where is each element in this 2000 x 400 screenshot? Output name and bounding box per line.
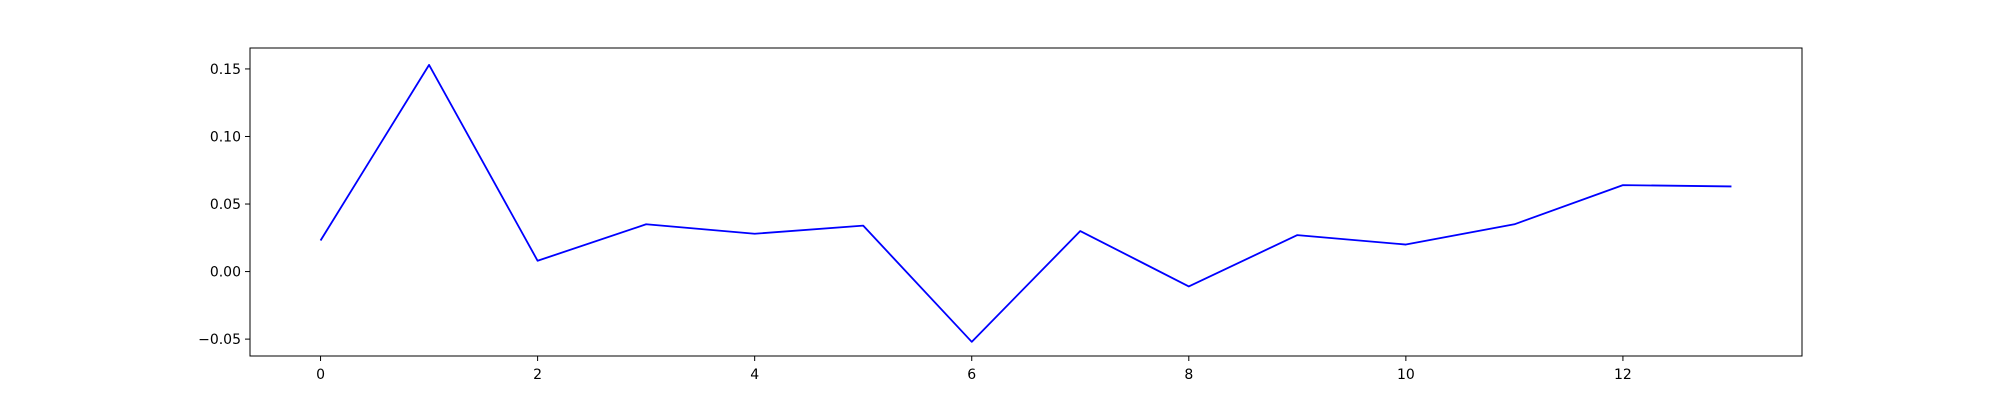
series-layer <box>319 63 1732 343</box>
x-tick-label: 10 <box>1397 367 1415 383</box>
y-tick-label: 0.15 <box>210 62 241 78</box>
y-tick-label: 0.10 <box>210 129 241 145</box>
series-line-0 <box>319 63 1732 343</box>
plot-area-frame <box>249 47 1803 357</box>
y-axis-ticks: −0.05 0.00 0.05 0.10 0.15 <box>198 62 250 348</box>
x-axis-ticks: 0 2 4 6 8 10 12 <box>316 356 1632 383</box>
x-tick-label: 8 <box>1184 367 1193 383</box>
x-tick-label: 4 <box>750 367 759 383</box>
y-tick-label: 0.05 <box>210 197 241 213</box>
x-tick-label: 12 <box>1614 367 1632 383</box>
y-tick-label: −0.05 <box>198 332 241 348</box>
x-tick-label: 0 <box>316 367 325 383</box>
y-tick-label: 0.00 <box>210 265 241 281</box>
x-tick-label: 2 <box>533 367 542 383</box>
x-tick-label: 6 <box>967 367 976 383</box>
